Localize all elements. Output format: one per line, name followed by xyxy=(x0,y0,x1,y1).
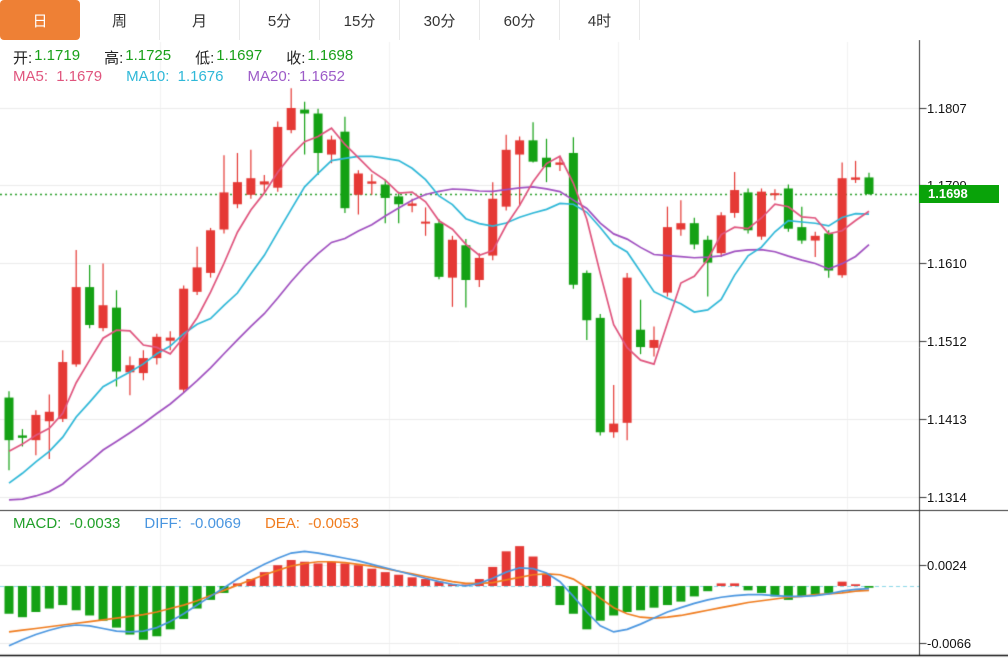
diff-value: -0.0069 xyxy=(190,515,241,532)
price-axis-tick: 1.1610 xyxy=(927,256,967,272)
timeframe-tab-30分[interactable]: 30分 xyxy=(400,0,480,40)
ma10-value: 1.1676 xyxy=(177,68,224,85)
open-value: 1.1719 xyxy=(34,47,81,64)
high-value: 1.1725 xyxy=(125,47,172,64)
ohlc-legend: 开: 1.1719 高: 1.1725 低: 1.1697 收: 1.1698 xyxy=(13,47,353,68)
price-axis-tick: 1.1807 xyxy=(927,101,967,116)
timeframe-tab-5分[interactable]: 5分 xyxy=(240,0,320,40)
close-label: 收: xyxy=(286,50,306,67)
macd-axis-tick: -0.0066 xyxy=(927,636,972,652)
price-axis-tick: 1.1512 xyxy=(927,333,967,349)
dea-label: DEA: xyxy=(264,515,300,532)
macd-value: -0.0033 xyxy=(69,515,121,532)
ma20-label: MA20: xyxy=(247,68,291,85)
close-value: 1.1698 xyxy=(307,47,354,64)
current-price-badge: 1.1698 xyxy=(919,185,999,203)
timeframe-tab-周[interactable]: 周 xyxy=(80,0,160,40)
open-label: 开: xyxy=(13,50,33,67)
ma20-value: 1.1652 xyxy=(299,68,345,85)
diff-label: DIFF: xyxy=(144,515,182,532)
ma10-label: MA10: xyxy=(126,68,170,85)
timeframe-tab-15分[interactable]: 15分 xyxy=(320,0,400,40)
price-axis-tick: 1.1314 xyxy=(927,489,967,505)
low-label: 低: xyxy=(195,50,215,67)
timeframe-tab-4时[interactable]: 4时 xyxy=(560,0,640,40)
dea-value: -0.0053 xyxy=(308,515,359,532)
timeframe-tab-60分[interactable]: 60分 xyxy=(480,0,560,40)
timeframe-tabbar: 日周月 5分 15分 30分 60分 4时 xyxy=(0,0,1008,40)
low-value: 1.1697 xyxy=(216,47,263,64)
macd-label: MACD: xyxy=(13,515,62,532)
macd-axis-tick: 0.0024 xyxy=(927,558,967,574)
ma-legend: MA5: 1.1679 MA10: 1.1676 MA20: 1.1652 xyxy=(13,68,345,85)
timeframe-tab-日[interactable]: 日 xyxy=(0,0,80,40)
high-label: 高: xyxy=(104,50,124,67)
macd-legend: MACD: -0.0033 DIFF: -0.0069 DEA: -0.0053 xyxy=(13,515,359,532)
ma5-value: 1.1679 xyxy=(56,68,103,85)
price-axis-tick: 1.1413 xyxy=(927,411,967,427)
timeframe-tab-月[interactable]: 月 xyxy=(160,0,240,40)
ma5-label: MA5: xyxy=(13,68,49,85)
